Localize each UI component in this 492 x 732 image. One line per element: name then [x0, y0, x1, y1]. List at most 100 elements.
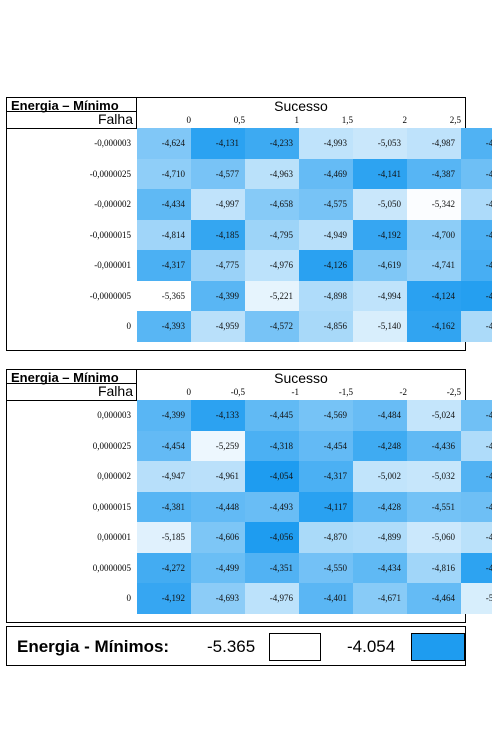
heatmap-cell: -4,874 [461, 311, 492, 342]
heatmap-cell: -4,318 [245, 430, 299, 461]
column-header: 2,5 [449, 115, 461, 125]
column-axis-title: Sucesso [274, 98, 328, 114]
heatmap-cell: -4,295 [461, 250, 492, 281]
heatmap-cell: -4,143 [461, 552, 492, 583]
row-label: -0,0000015 [89, 229, 131, 240]
heatmap-table-1: Energia – Mínimo Falha Sucesso 0 0,5 1 1,5 2 2,5… [6, 97, 492, 351]
heatmap-cell: -4,131 [191, 128, 245, 159]
heatmap-cell: -4,381 [137, 491, 191, 522]
row-label: -0,0000025 [89, 168, 131, 179]
heatmap-cell: -4,961 [191, 461, 245, 492]
column-header: 3 [461, 115, 492, 125]
column-header: 1,5 [341, 115, 353, 125]
heatmap-cell: -4,898 [299, 280, 353, 311]
heatmap-cell: -4,795 [245, 219, 299, 250]
heatmap-cell: -4,949 [299, 219, 353, 250]
heatmap-cell: -4,577 [191, 158, 245, 189]
column-header: -1,5 [338, 387, 353, 397]
heatmap-cell: -4,741 [407, 250, 461, 281]
row-label: 0 [126, 593, 132, 603]
color-legend: Energia - Mínimos: -5.365 -4.054 [6, 626, 466, 666]
row-label: 0,0000005 [92, 562, 131, 573]
heatmap-cell: -4,658 [245, 189, 299, 220]
heatmap-cell: -4,393 [137, 311, 191, 342]
heatmap-cell: -4,434 [137, 189, 191, 220]
heatmap-cell: -4,454 [137, 430, 191, 461]
heatmap-cell: -4,976 [245, 583, 299, 614]
heatmap-cell: -4,569 [299, 400, 353, 431]
heatmap-cell: -4,671 [353, 583, 407, 614]
heatmap-cell: -5,053 [353, 128, 407, 159]
heatmap-cell: -4,399 [137, 400, 191, 431]
heatmap-cell: -4,976 [245, 250, 299, 281]
heatmap-cell: -4,054 [245, 461, 299, 492]
corner-cell: Energia – Mínimo Falha [7, 370, 137, 400]
heatmap-cell: -5,024 [407, 400, 461, 431]
row-label: 0,000003 [97, 410, 131, 420]
row-label: -0,0000005 [89, 290, 131, 301]
heatmap-cell: -4,870 [299, 522, 353, 553]
heatmap-cell: -4,434 [353, 552, 407, 583]
corner-cell: Energia – Mínimo Falha [7, 98, 137, 128]
heatmap-cell: -4,964 [461, 522, 492, 553]
heatmap-cell: -4,317 [299, 461, 353, 492]
heatmap-cell: -4,192 [353, 219, 407, 250]
column-header: 0 [186, 115, 192, 125]
heatmap-cell: -4,575 [299, 189, 353, 220]
column-header: 1 [294, 115, 300, 125]
heatmap-cell: -4,126 [299, 250, 353, 281]
legend-min-swatch [269, 633, 321, 661]
heatmap-cell: -4,133 [191, 400, 245, 431]
heatmap-cell: -5,032 [407, 461, 461, 492]
heatmap-cell: -4,693 [191, 583, 245, 614]
row-label: 0,0000025 [92, 440, 131, 451]
row-label: -0,000003 [94, 138, 131, 148]
heatmap-cell: -4,117 [299, 491, 353, 522]
heatmap-cell: -4,856 [299, 311, 353, 342]
heatmap-cell: -4,550 [299, 552, 353, 583]
heatmap-cell: -5,365 [137, 280, 191, 311]
heatmap-cell: -4,454 [299, 430, 353, 461]
heatmap-cell: -4,185 [191, 219, 245, 250]
heatmap-cell: -4,493 [245, 491, 299, 522]
heatmap-cell: -5,060 [407, 522, 461, 553]
heatmap-cell: -4,947 [137, 461, 191, 492]
row-label: 0,000002 [97, 471, 131, 481]
heatmap-cell: -4,272 [137, 552, 191, 583]
heatmap-cell: -4,428 [353, 491, 407, 522]
corner-divider [7, 111, 136, 112]
heatmap-cell: -4,351 [461, 461, 492, 492]
heatmap-cell: -4,401 [299, 583, 353, 614]
heatmap-cell: -4,700 [407, 219, 461, 250]
heatmap-cell: -4,993 [299, 128, 353, 159]
heatmap-cell: -4,710 [137, 158, 191, 189]
heatmap-cell: -4,056 [245, 522, 299, 553]
heatmap-cell: -4,124 [407, 280, 461, 311]
heatmap-cell: -4,987 [407, 128, 461, 159]
row-axis-label: Falha [97, 111, 133, 127]
heatmap-cell: -5,140 [353, 311, 407, 342]
heatmap-cell: -4,531 [461, 400, 492, 431]
corner-title: Energia – Mínimo [11, 370, 119, 385]
heatmap-cell: -4,162 [407, 311, 461, 342]
heatmap-table-2: Energia – Mínimo Falha Sucesso 0 -0,5 -1 -1,5-… [6, 369, 492, 623]
heatmap-cell: -5,134 [461, 583, 492, 614]
heatmap-cell: -4,963 [245, 158, 299, 189]
column-header: 2 [402, 115, 408, 125]
heatmap-cell: -4,346 [461, 128, 492, 159]
heatmap-cell: -4,619 [353, 250, 407, 281]
heatmap-cell: -4,523 [461, 491, 492, 522]
heatmap-cell: -4,436 [407, 430, 461, 461]
row-label: -0,000002 [94, 199, 131, 209]
heatmap-cell: -4,775 [191, 250, 245, 281]
heatmap-cell: -4,572 [245, 311, 299, 342]
heatmap-cell: -4,520 [461, 158, 492, 189]
heatmap-cell: -4,959 [191, 311, 245, 342]
heatmap-cell: -4,624 [137, 128, 191, 159]
heatmap-cell: -4,399 [191, 280, 245, 311]
column-header: -0,5 [230, 387, 245, 397]
legend-title: Energia - Mínimos: [17, 637, 170, 656]
heatmap-cell: -4,351 [245, 552, 299, 583]
heatmap-cell: -4,606 [191, 522, 245, 553]
heatmap-cell: -4,484 [353, 400, 407, 431]
